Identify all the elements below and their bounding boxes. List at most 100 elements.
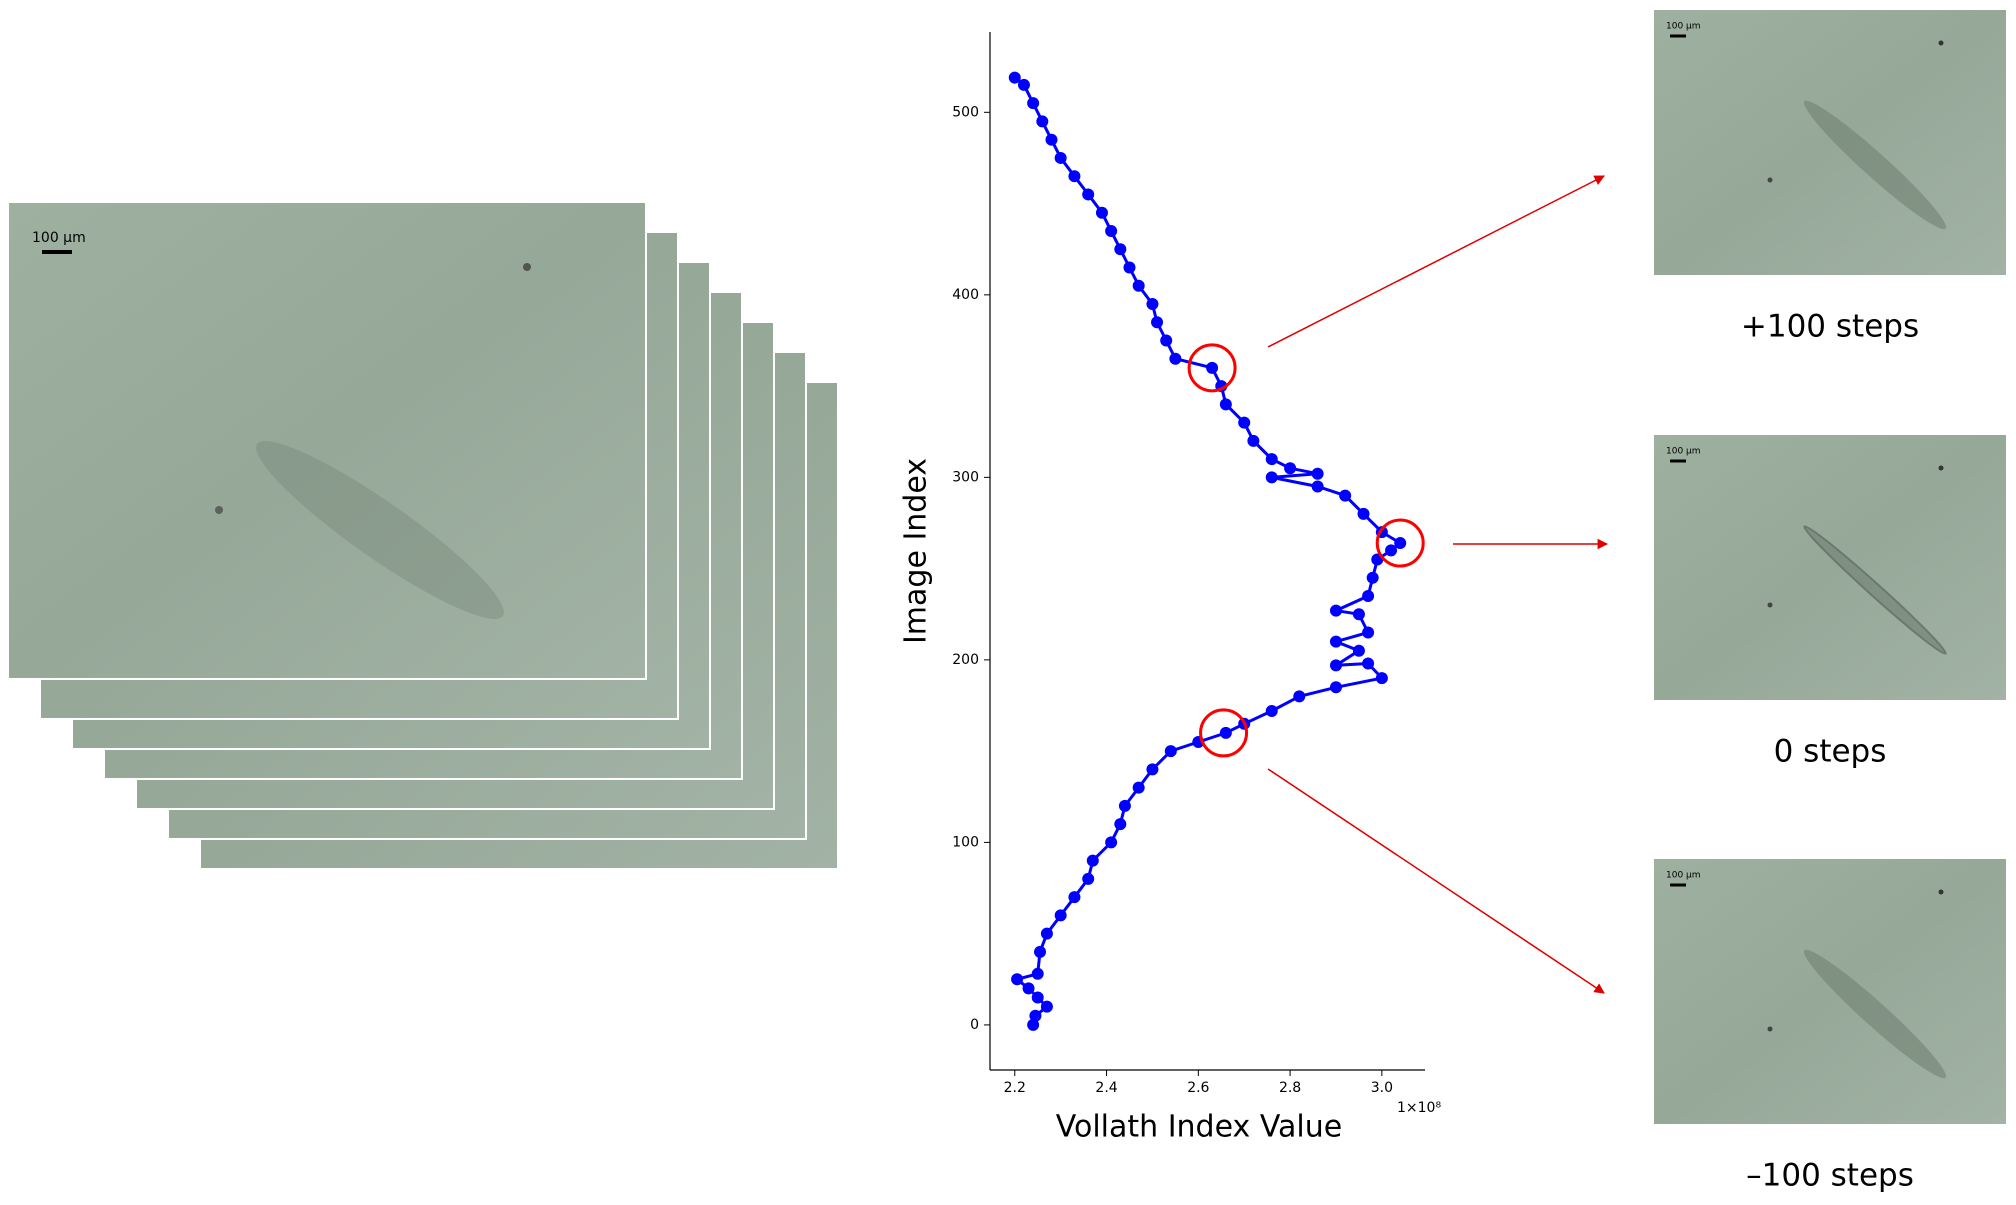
data-point (1311, 480, 1324, 493)
data-point (1293, 690, 1306, 703)
x-tick-label: 2.2 (1004, 1080, 1026, 1096)
x-tick-label: 2.8 (1279, 1080, 1301, 1096)
highlight-circle (1375, 518, 1425, 568)
y-tick-label: 0 (970, 1017, 979, 1033)
data-point (1366, 571, 1379, 584)
speck (1938, 889, 1944, 895)
data-point (1169, 352, 1182, 365)
data-point (1027, 97, 1040, 110)
arrow (1267, 175, 1605, 348)
y-tick-label: 100 (952, 834, 979, 850)
panel-image (1654, 435, 2006, 700)
focus-panel: 100 µm +100 steps (1654, 10, 2006, 345)
specimen (1803, 525, 1947, 655)
y-axis-title: Image Index (899, 458, 934, 644)
specimen (256, 440, 504, 620)
data-point (1095, 206, 1108, 219)
speck (1767, 1026, 1773, 1032)
speck (1767, 177, 1773, 183)
data-point (1151, 316, 1164, 329)
data-point (1160, 334, 1173, 347)
data-point (1146, 297, 1159, 310)
stack-front-image (7, 201, 647, 680)
scale-bar-label: 100 µm (1666, 871, 1701, 881)
data-point (1311, 467, 1324, 480)
data-point (1329, 635, 1342, 648)
data-point (1164, 745, 1177, 758)
data-point (1029, 1009, 1042, 1022)
data-point (1362, 626, 1375, 639)
data-point (1040, 1000, 1053, 1013)
data-point (1238, 416, 1251, 429)
highlight-circle (1199, 708, 1249, 758)
x-tick-label: 2.6 (1187, 1080, 1209, 1096)
x-tick-label: 2.4 (1095, 1080, 1117, 1096)
data-point (1036, 115, 1049, 128)
data-point (1123, 261, 1136, 274)
data-point (1219, 726, 1232, 739)
data-point (1008, 71, 1021, 84)
data-point (1105, 224, 1118, 237)
data-point (1329, 604, 1342, 617)
data-point (1114, 818, 1127, 831)
data-point (1022, 982, 1035, 995)
data-point (1054, 909, 1067, 922)
x-tick-label: 3.0 (1371, 1080, 1393, 1096)
scale-bar-label: 100 µm (32, 230, 86, 246)
y-tick-label: 300 (952, 469, 979, 485)
data-point (1132, 781, 1145, 794)
x-offset-label: 1×10⁸ (1397, 1100, 1441, 1116)
data-point (1247, 434, 1260, 447)
highlight-circle (1187, 343, 1237, 393)
scale-bar-label: 100 µm (1666, 22, 1701, 32)
data-point (1068, 891, 1081, 904)
x-axis-title: Vollath Index Value (1056, 1110, 1342, 1145)
y-tick-label: 200 (952, 652, 979, 668)
speck (1938, 465, 1944, 471)
data-point (1265, 453, 1278, 466)
y-tick-label: 500 (952, 104, 979, 120)
data-point (1329, 681, 1342, 694)
data-point (1068, 170, 1081, 183)
data-point (1118, 799, 1131, 812)
panel-image (1654, 10, 2006, 275)
data-point (1385, 544, 1398, 557)
speck (215, 506, 223, 514)
data-point (1394, 537, 1407, 550)
data-point (1357, 507, 1370, 520)
data-point (1352, 608, 1365, 621)
data-point (1265, 704, 1278, 717)
step-label: 0 steps (1774, 734, 1887, 770)
step-label: –100 steps (1746, 1158, 1914, 1194)
data-point (1362, 657, 1375, 670)
focus-panel: 100 µm –100 steps (1654, 859, 2006, 1194)
data-point (1105, 836, 1118, 849)
specimen (1803, 949, 1947, 1079)
speck (1938, 40, 1944, 46)
data-point (1362, 589, 1375, 602)
data-point (1114, 243, 1127, 256)
data-point (1082, 188, 1095, 201)
data-point (1031, 967, 1044, 980)
focus-panel: 100 µm 0 steps (1654, 435, 2006, 770)
data-point (1027, 1018, 1040, 1031)
data-point (1375, 672, 1388, 685)
data-point (1146, 763, 1159, 776)
data-point (1086, 854, 1099, 867)
speck (523, 263, 531, 271)
data-point (1219, 398, 1232, 411)
arrow (1267, 768, 1605, 994)
data-line (1013, 76, 1403, 1026)
data-point (1265, 471, 1278, 484)
step-label: +100 steps (1741, 309, 1919, 345)
image-stack: 100 µm (7, 201, 839, 870)
data-point (1132, 279, 1145, 292)
data-point (1017, 78, 1030, 91)
panel-image (1654, 859, 2006, 1124)
data-point (1054, 151, 1067, 164)
specimen (1803, 100, 1947, 230)
data-point (1329, 659, 1342, 672)
data-point (1034, 945, 1047, 958)
data-point (1352, 644, 1365, 657)
